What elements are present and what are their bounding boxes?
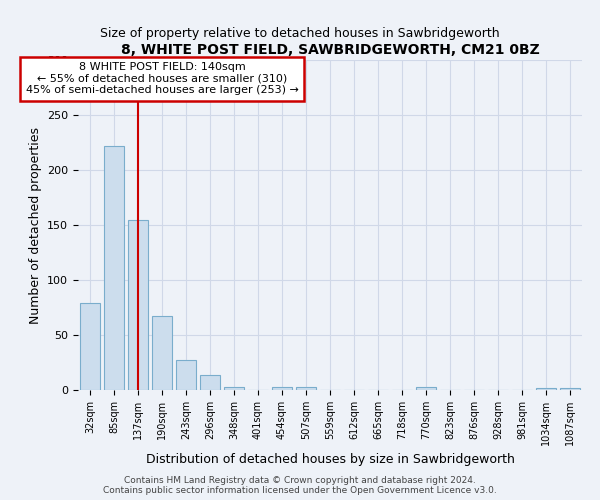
Text: 8 WHITE POST FIELD: 140sqm
← 55% of detached houses are smaller (310)
45% of sem: 8 WHITE POST FIELD: 140sqm ← 55% of deta… <box>26 62 298 96</box>
Text: Size of property relative to detached houses in Sawbridgeworth: Size of property relative to detached ho… <box>100 28 500 40</box>
Bar <box>224 386 244 390</box>
X-axis label: Distribution of detached houses by size in Sawbridgeworth: Distribution of detached houses by size … <box>146 454 514 466</box>
Bar <box>104 146 124 390</box>
Bar <box>416 386 436 390</box>
Bar <box>296 386 316 390</box>
Bar <box>80 303 100 390</box>
Title: 8, WHITE POST FIELD, SAWBRIDGEWORTH, CM21 0BZ: 8, WHITE POST FIELD, SAWBRIDGEWORTH, CM2… <box>121 44 539 58</box>
Text: Contains HM Land Registry data © Crown copyright and database right 2024.
Contai: Contains HM Land Registry data © Crown c… <box>103 476 497 495</box>
Bar <box>176 360 196 390</box>
Bar <box>272 386 292 390</box>
Bar <box>560 388 580 390</box>
Bar <box>128 220 148 390</box>
Bar <box>152 316 172 390</box>
Y-axis label: Number of detached properties: Number of detached properties <box>29 126 41 324</box>
Bar <box>200 374 220 390</box>
Bar <box>536 388 556 390</box>
